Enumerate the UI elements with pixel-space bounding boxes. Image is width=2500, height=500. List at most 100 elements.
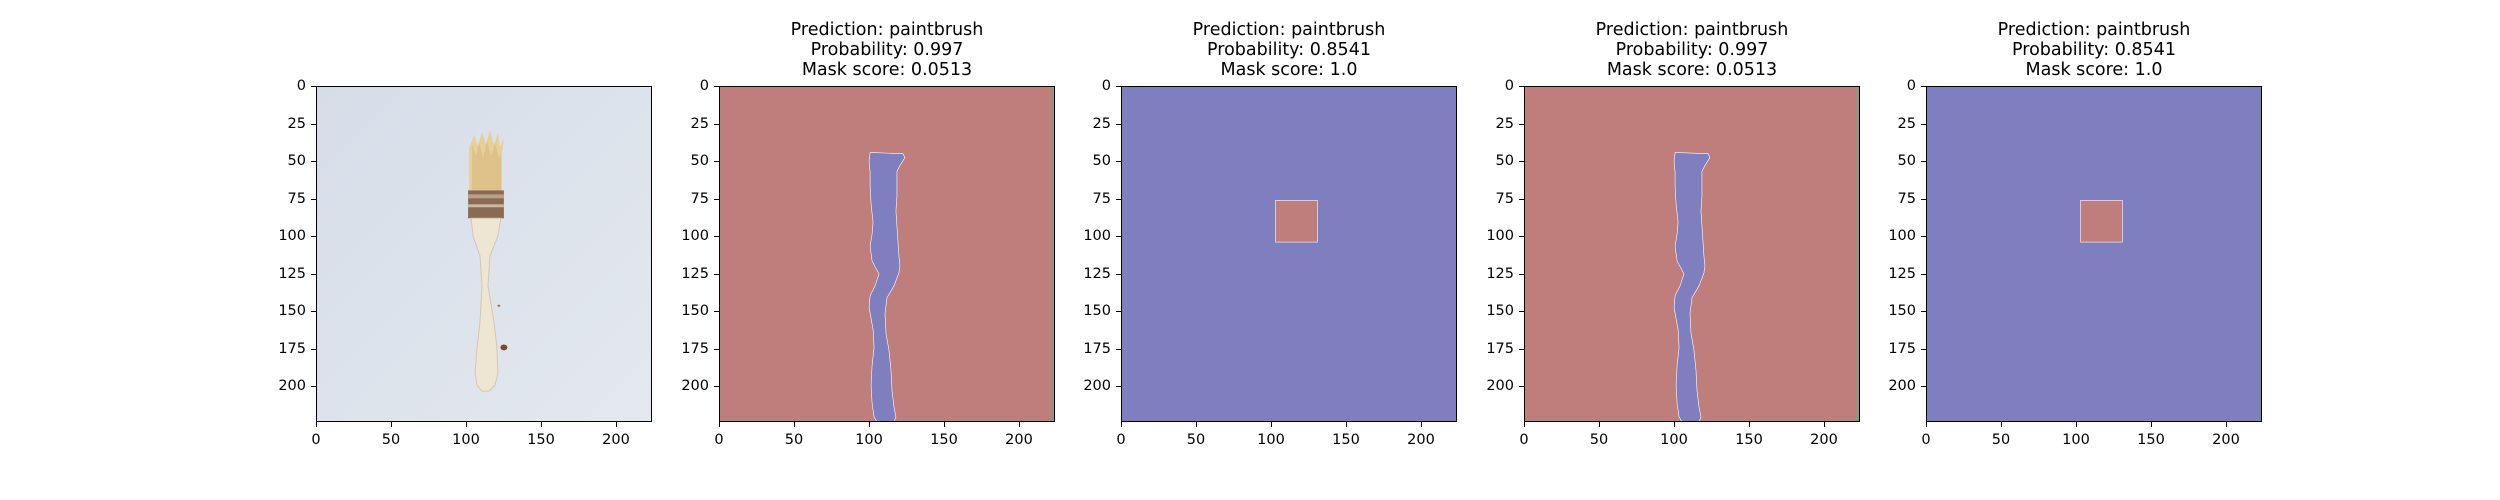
y-tick-mark <box>714 273 719 275</box>
x-tick-label: 0 <box>311 432 321 448</box>
y-tick-mark <box>1116 386 1121 387</box>
y-tick-mark <box>1519 386 1524 387</box>
y-tick-label: 200 <box>1888 378 1916 394</box>
y-tick-label: 50 <box>1897 153 1916 169</box>
y-tick-mark <box>1921 123 1926 125</box>
x-tick-mark <box>391 422 392 427</box>
y-tick-mark <box>1519 311 1524 312</box>
square-mask <box>2080 200 2123 243</box>
y-tick-label: 25 <box>1897 115 1916 132</box>
y-tick-mark <box>311 236 316 237</box>
y-tick-mark <box>1921 273 1926 275</box>
x-tick-label: 150 <box>2137 432 2165 448</box>
x-tick-mark <box>1019 422 1020 427</box>
y-tick-mark <box>714 236 719 237</box>
x-tick-label: 150 <box>527 432 555 448</box>
mask-background <box>1122 87 1456 421</box>
y-tick-mark <box>1116 123 1121 125</box>
x-tick-mark <box>869 422 870 427</box>
subplot-1: 0 25 50 75 100 125 150 175 200 0 50 100 150 200 <box>278 0 652 500</box>
y-tick-mark <box>1116 236 1121 237</box>
y-tick-label: 25 <box>287 115 306 132</box>
x-tick-mark <box>2001 422 2002 427</box>
subplot-3: Prediction: paintbrush Probability: 0.854… <box>1083 0 1457 500</box>
y-tick-label: 25 <box>1495 115 1514 132</box>
y-tick-label: 100 <box>1486 228 1514 244</box>
image-axes <box>1121 86 1457 422</box>
y-tick-label: 175 <box>1083 340 1111 357</box>
y-tick-label: 100 <box>681 228 709 244</box>
y-tick-mark <box>1921 198 1926 200</box>
image-axes <box>1524 86 1860 422</box>
y-tick-label: 50 <box>1495 153 1514 169</box>
y-tick-label: 75 <box>690 190 709 207</box>
x-tick-label: 150 <box>1332 432 1360 448</box>
x-tick-mark <box>316 422 317 427</box>
y-tick-label: 175 <box>1888 340 1916 357</box>
y-tick-label: 200 <box>681 378 709 394</box>
title-line: Mask score: 0.0513 <box>1606 60 1778 80</box>
x-tick-label: 100 <box>1257 432 1285 448</box>
y-tick-label: 100 <box>1083 228 1111 244</box>
y-tick-label: 150 <box>1486 303 1514 319</box>
y-tick-mark <box>311 123 316 125</box>
y-tick-mark <box>1519 348 1524 350</box>
y-tick-mark <box>714 386 719 387</box>
y-tick-mark <box>1921 348 1926 350</box>
x-tick-mark <box>1346 422 1347 427</box>
subplot-5: Prediction: paintbrush Probability: 0.854… <box>1888 0 2262 500</box>
x-tick-mark <box>1271 422 1272 427</box>
y-tick-mark <box>1519 198 1524 200</box>
y-tick-mark <box>1921 386 1926 387</box>
x-tick-label: 200 <box>1407 432 1435 448</box>
x-tick-label: 0 <box>1519 432 1529 448</box>
x-tick-label: 200 <box>1810 432 1838 448</box>
subplot-title: Prediction: paintbrush Probability: 0.854… <box>1926 20 2262 80</box>
y-tick-label: 0 <box>1906 78 1916 94</box>
y-tick-mark <box>1921 236 1926 237</box>
mask-background <box>1927 87 2261 421</box>
title-line: Prediction: paintbrush <box>1192 20 1386 40</box>
subplot-title: Prediction: paintbrush Probability: 0.854… <box>1121 20 1457 80</box>
y-tick-mark <box>1519 123 1524 125</box>
y-tick-mark <box>1116 86 1121 87</box>
y-tick-label: 125 <box>278 265 306 282</box>
x-tick-mark <box>944 422 945 427</box>
y-tick-mark <box>1116 161 1121 162</box>
y-tick-mark <box>1116 273 1121 275</box>
y-tick-label: 0 <box>699 78 709 94</box>
title-line: Probability: 0.997 <box>810 40 964 60</box>
x-tick-mark <box>2226 422 2227 427</box>
y-tick-label: 200 <box>278 378 306 394</box>
x-tick-mark <box>719 422 720 427</box>
title-line: Mask score: 1.0 <box>2025 60 2163 80</box>
x-tick-label: 200 <box>602 432 630 448</box>
x-tick-label: 0 <box>1921 432 1931 448</box>
image-axes <box>1926 86 2262 422</box>
mask-edge <box>1051 87 1054 421</box>
x-tick-label: 50 <box>1991 432 2011 448</box>
y-tick-label: 50 <box>287 153 306 169</box>
x-tick-label: 100 <box>1660 432 1688 448</box>
mask-edge <box>1856 87 1859 421</box>
x-tick-label: 100 <box>855 432 883 448</box>
image-axes <box>316 86 652 422</box>
x-tick-mark <box>794 422 795 427</box>
y-tick-mark <box>714 348 719 350</box>
x-tick-mark <box>541 422 542 427</box>
y-tick-mark <box>1519 236 1524 237</box>
y-tick-label: 75 <box>287 190 306 207</box>
x-tick-mark <box>466 422 467 427</box>
y-tick-label: 50 <box>1092 153 1111 169</box>
x-tick-mark <box>1926 422 1927 427</box>
y-tick-mark <box>714 311 719 312</box>
title-line: Mask score: 0.0513 <box>801 60 973 80</box>
subplot-title: Prediction: paintbrush Probability: 0.997… <box>719 20 1055 80</box>
x-tick-mark <box>1599 422 1600 427</box>
y-tick-mark <box>1921 86 1926 87</box>
y-tick-mark <box>311 348 316 350</box>
y-tick-label: 25 <box>690 115 709 132</box>
y-tick-mark <box>714 161 719 162</box>
square-mask <box>1275 200 1318 243</box>
x-tick-mark <box>1421 422 1422 427</box>
